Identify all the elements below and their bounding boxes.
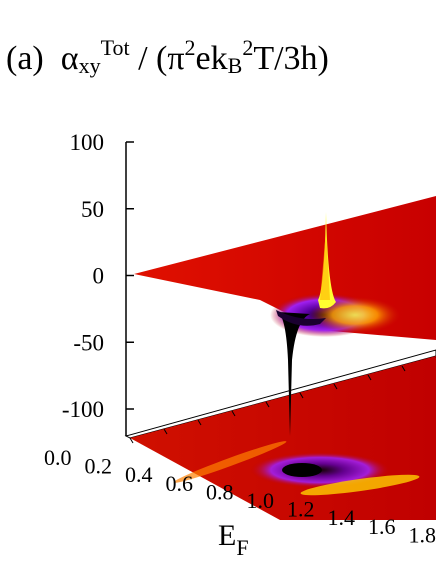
title-alpha: α bbox=[60, 40, 79, 77]
x-tick-mark bbox=[367, 374, 372, 381]
x-tick-mark bbox=[163, 428, 168, 435]
title-rest-1: / (π bbox=[129, 40, 185, 77]
z-tick-label: 50 bbox=[81, 197, 104, 222]
x-tick-label: 0.4 bbox=[125, 462, 153, 487]
z-tick-label: 100 bbox=[70, 130, 105, 155]
surface-yellow-region bbox=[310, 297, 400, 333]
x-tick-label: 1.2 bbox=[287, 497, 315, 522]
x-tick-label: 1.6 bbox=[368, 514, 396, 539]
x-tick-label: 1.4 bbox=[328, 505, 356, 530]
x-tick-mark bbox=[197, 419, 202, 426]
base-orange-streak bbox=[173, 441, 287, 483]
x-tick-label: 1.0 bbox=[247, 488, 275, 513]
x-tick-label: 1.8 bbox=[409, 522, 436, 547]
z-tick-label: 0 bbox=[93, 264, 105, 289]
x-axis: 0.0 0.2 0.4 0.6 0.8 1.0 1.2 1.4 1.6 1.8 bbox=[44, 357, 436, 547]
title-sup3: 2 bbox=[242, 35, 254, 60]
surface-dip-rim bbox=[276, 310, 326, 326]
x-tick-label: 0.0 bbox=[44, 445, 72, 470]
z-tick-label: -100 bbox=[62, 397, 104, 422]
z-tick-label: -50 bbox=[73, 330, 104, 355]
title-sup2: 2 bbox=[184, 35, 196, 60]
title-sub2: B bbox=[227, 53, 243, 78]
base-plane-outline bbox=[124, 349, 436, 439]
title-rest-2: ek bbox=[195, 40, 228, 77]
x-tick-mark bbox=[333, 383, 338, 390]
panel-label: (a) bbox=[6, 40, 44, 77]
x-tick-label: 0.8 bbox=[206, 479, 234, 504]
title-sub: xy bbox=[78, 53, 101, 78]
x-tick-mark bbox=[299, 392, 304, 399]
x-axis-label: EF bbox=[218, 519, 249, 560]
base-yellow-streak bbox=[300, 474, 420, 496]
title-sup: Tot bbox=[100, 35, 130, 60]
surface-peak-shade bbox=[320, 230, 330, 300]
z-axis: 100 50 0 -50 -100 bbox=[62, 130, 134, 436]
base-dark-spot bbox=[282, 463, 322, 477]
surface-dip bbox=[278, 312, 310, 436]
x-tick-mark bbox=[231, 410, 236, 417]
chart-title: (a) αxyTot / (π2ekB2T/3h) bbox=[6, 35, 329, 78]
x-tick-label: 0.2 bbox=[85, 454, 113, 479]
x-tick-mark bbox=[265, 401, 270, 408]
x-tick-mark bbox=[401, 365, 406, 372]
x-tick-label: 0.6 bbox=[166, 471, 194, 496]
title-rest-3: T/3h) bbox=[253, 40, 329, 77]
x-tick-mark bbox=[129, 437, 134, 444]
